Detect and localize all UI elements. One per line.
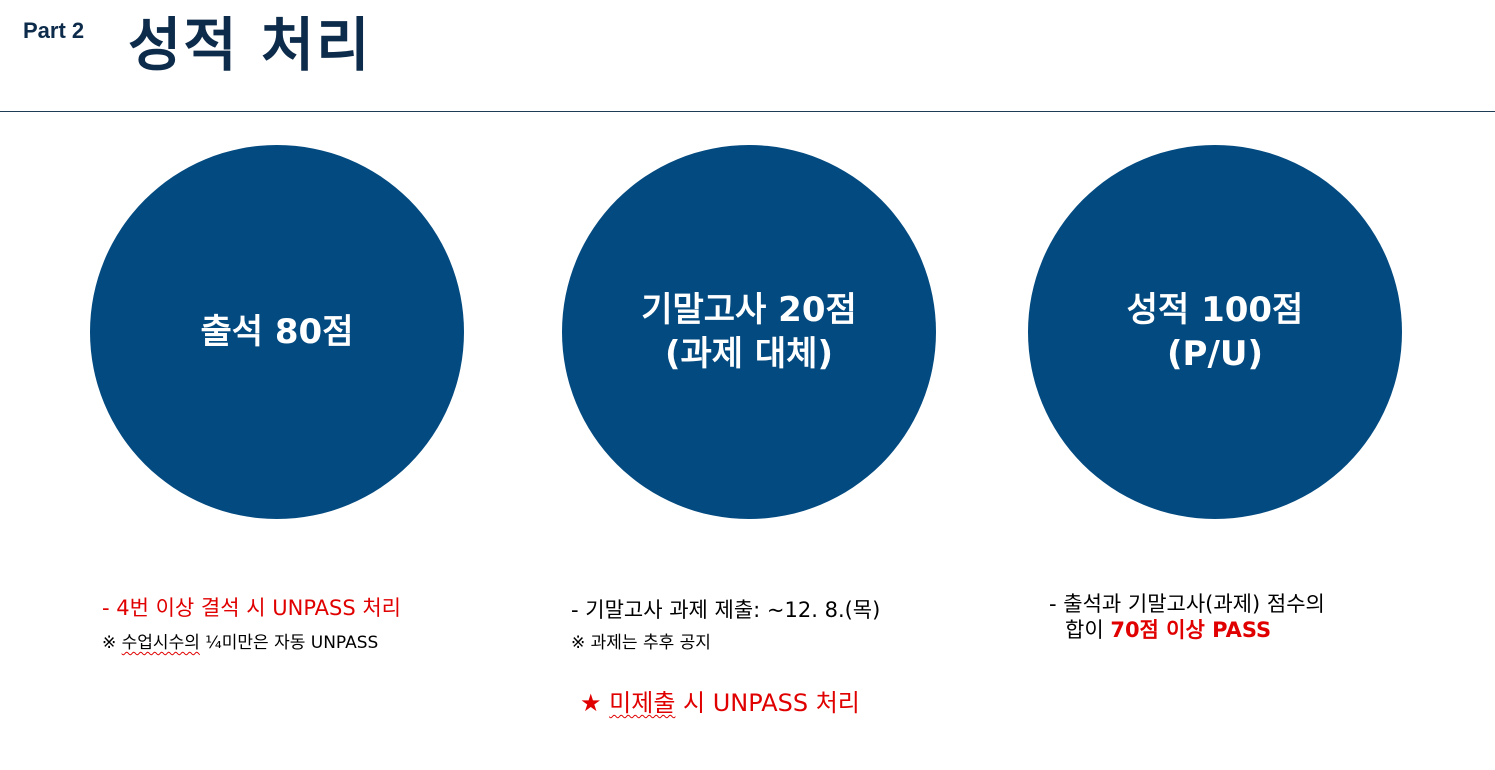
missing-submission-warning: ★ 미제출 시 UNPASS 처리 <box>580 683 860 718</box>
attendance-circle: 출석 80점 <box>90 145 464 519</box>
attendance-circle-label: 출석 80점 <box>200 311 354 352</box>
grade-sum-prefix: 합이 <box>1065 618 1111 642</box>
grade-sum-rule-line1: - 출석과 기말고사(과제) 점수의 <box>1049 592 1325 616</box>
final-exam-circle-sublabel: (과제 대체) <box>664 334 834 374</box>
total-grade-circle: 성적 100점 (P/U) <box>1028 145 1402 519</box>
spellcheck-word: 미제출 <box>609 689 676 717</box>
missing-submission-text: 시 UNPASS 처리 <box>675 689 860 717</box>
final-exam-deadline: - 기말고사 과제 제출: ~12. 8.(목) <box>571 598 881 622</box>
title-divider <box>0 111 1495 112</box>
assignment-notice: ※ 과제는 추후 공지 <box>571 633 711 653</box>
part-label: Part 2 <box>23 18 85 43</box>
total-grade-circle-sublabel: (P/U) <box>1166 334 1264 374</box>
spellcheck-word: 수업시수의 <box>121 633 200 653</box>
total-grade-circle-label: 성적 100점 <box>1126 289 1304 330</box>
attendance-absence-rule: - 4번 이상 결석 시 UNPASS 처리 <box>102 596 401 620</box>
final-exam-circle-label: 기말고사 20점 <box>641 289 857 330</box>
star-icon: ★ <box>580 689 602 717</box>
attendance-auto-unpass-text: ¼미만은 자동 UNPASS <box>199 633 379 653</box>
final-exam-circle: 기말고사 20점 (과제 대체) <box>562 145 936 519</box>
pass-threshold: 70점 이상 PASS <box>1110 618 1272 642</box>
grade-sum-rule-line2: 합이 70점 이상 PASS <box>1065 614 1271 644</box>
slide-title: 성적 처리 <box>128 11 372 79</box>
attendance-auto-unpass-note: ※ 수업시수의 ¼미만은 자동 UNPASS <box>102 628 378 653</box>
reference-mark: ※ <box>102 633 122 653</box>
